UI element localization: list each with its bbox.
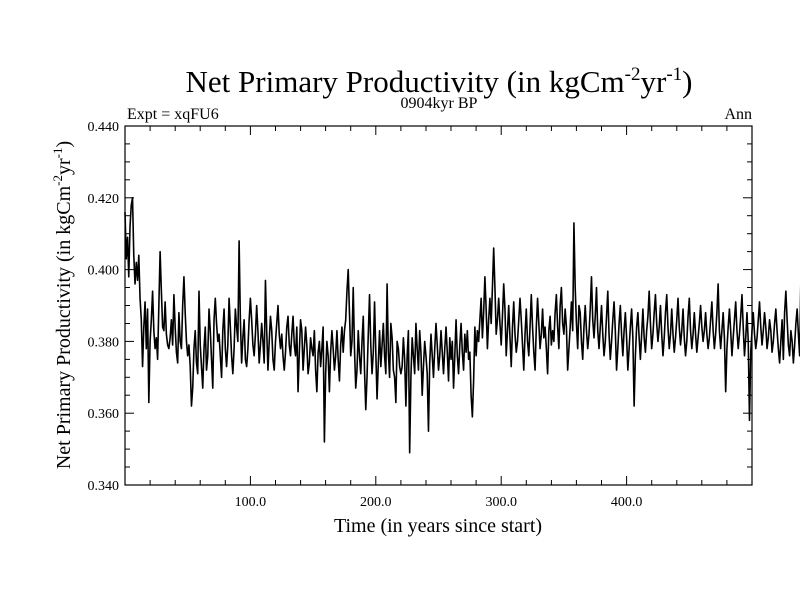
x-tick-label: 100.0: [235, 495, 267, 510]
npp-series-line: [124, 197, 800, 454]
x-tick-label: 200.0: [360, 495, 392, 510]
y-axis-title-mid: yr: [53, 158, 75, 175]
y-tick-label: 0.400: [88, 264, 120, 279]
y-axis-title-sup2: -1: [50, 148, 65, 159]
y-axis-title-main: Net Primary Productivity (in kgCm: [53, 185, 75, 469]
chart-title-main: Net Primary Productivity (in kgCm: [186, 64, 625, 99]
y-tick-label: 0.360: [88, 407, 120, 422]
y-axis-title-end: ): [53, 141, 75, 148]
x-tick-label: 400.0: [611, 495, 643, 510]
period-label: 0904kyr BP: [401, 95, 478, 112]
experiment-label: Expt = xqFU6: [127, 106, 219, 123]
y-axis-title-sup1: -2: [50, 175, 65, 186]
x-tick-label: 300.0: [485, 495, 517, 510]
chart-title-end: ): [682, 64, 692, 99]
chart-title: Net Primary Productivity (in kgCm-2yr-1): [186, 64, 693, 99]
y-tick-label: 0.380: [88, 335, 120, 350]
plot-frame: [124, 125, 753, 486]
x-axis-title: Time (in years since start): [334, 515, 542, 537]
x-axis: 100.0 200.0 300.0 400.0: [149, 126, 728, 510]
chart-title-mid: yr: [640, 64, 667, 99]
chart-title-sup2: -1: [666, 64, 682, 85]
y-tick-label: 0.420: [88, 192, 120, 207]
chart-title-sup1: -2: [625, 64, 641, 85]
y-tick-label: 0.440: [88, 120, 120, 135]
season-label: Ann: [724, 106, 752, 123]
y-axis: 0.340 0.360 0.380 0.400 0.420 0.440: [88, 120, 752, 494]
y-tick-label: 0.340: [88, 479, 120, 494]
y-axis-title: Net Primary Productivity (in kgCm-2yr-1): [50, 141, 75, 469]
